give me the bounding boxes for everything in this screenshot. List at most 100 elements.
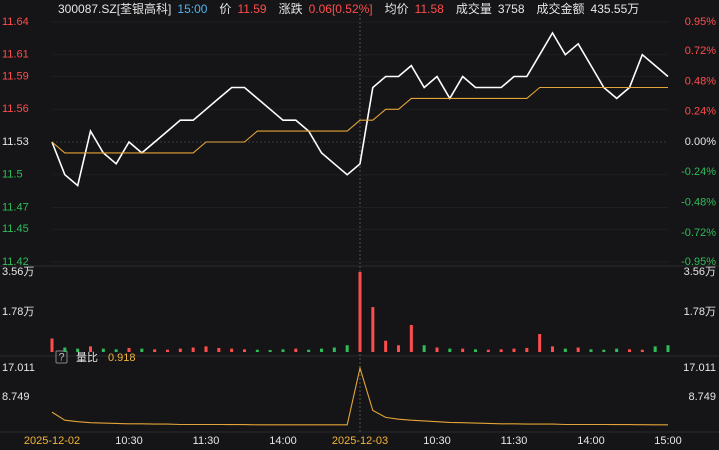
y-tick-label: 11.5 bbox=[2, 169, 23, 181]
header-item: 11.58 bbox=[414, 2, 444, 16]
y2-tick-label: 17.011 bbox=[683, 362, 716, 374]
volume-bar bbox=[486, 349, 490, 352]
indicator-label: 量比 bbox=[76, 351, 98, 364]
y-tick-label: 3.56万 bbox=[2, 266, 34, 278]
x-tick-label: 2025-12-03 bbox=[332, 435, 388, 447]
volume-bar bbox=[101, 348, 105, 352]
volume-bar bbox=[653, 346, 657, 352]
header-item: 0.06[0.52%] bbox=[308, 2, 373, 16]
volume-bar bbox=[512, 348, 516, 352]
volume-bar bbox=[153, 349, 157, 352]
y2-tick-label: 0.48% bbox=[685, 75, 716, 87]
volume-bar bbox=[615, 348, 619, 352]
volume-bar bbox=[666, 345, 670, 352]
volume-bar bbox=[525, 347, 529, 352]
volume-bar bbox=[140, 348, 144, 352]
x-tick-label: 15:00 bbox=[654, 435, 682, 447]
header-item: 15:00 bbox=[177, 2, 208, 16]
y2-tick-label: 0.72% bbox=[685, 45, 716, 57]
x-tick-label: 11:30 bbox=[193, 435, 220, 447]
volume-bar bbox=[371, 307, 375, 352]
x-tick-label: 14:00 bbox=[577, 435, 605, 447]
volume-bar bbox=[474, 349, 477, 352]
volume-bar bbox=[204, 346, 208, 352]
y2-tick-label: 3.56万 bbox=[684, 266, 716, 278]
volume-bar bbox=[397, 345, 400, 352]
volume-bar bbox=[114, 349, 118, 352]
volume-bar bbox=[127, 347, 131, 352]
volume-bar bbox=[461, 348, 465, 352]
header-item: 435.55万 bbox=[590, 2, 640, 16]
volume-bar bbox=[294, 348, 298, 352]
y2-tick-label: 0.95% bbox=[685, 16, 716, 28]
volume-bar bbox=[628, 349, 631, 352]
quote-header: 300087.SZ[荃银高科] 15:00 价 11.59 涨跌 0.06[0.52%] 均… bbox=[58, 1, 645, 17]
volume-bar bbox=[89, 346, 92, 352]
volume-bar bbox=[63, 347, 67, 352]
y-tick-label: 8.749 bbox=[2, 391, 30, 403]
series-line bbox=[51, 86, 668, 154]
volume-bar bbox=[217, 347, 221, 352]
y2-tick-label: -0.48% bbox=[681, 197, 716, 209]
volume-bar bbox=[345, 345, 349, 352]
x-tick-label: 10:30 bbox=[115, 435, 143, 447]
y-tick-label: 11.45 bbox=[2, 223, 29, 235]
volume-bar bbox=[409, 325, 413, 352]
volume-bar bbox=[255, 349, 259, 352]
volume-bar bbox=[563, 348, 567, 352]
header-item: 3758 bbox=[497, 2, 525, 16]
y2-tick-label: -0.95% bbox=[681, 256, 716, 268]
header-item: 11.59 bbox=[237, 2, 267, 16]
series-line bbox=[51, 365, 668, 426]
help-icon-box bbox=[55, 350, 68, 364]
volume-bar bbox=[50, 338, 54, 352]
volume-bar bbox=[166, 349, 169, 352]
x-tick-label: 10:30 bbox=[423, 435, 451, 447]
y-tick-label: 11.61 bbox=[2, 49, 29, 61]
series-line bbox=[51, 31, 669, 188]
volume-bar bbox=[576, 347, 580, 352]
volume-bar bbox=[268, 349, 272, 352]
header-item: 成交量 bbox=[455, 2, 492, 16]
y-tick-label: 11.47 bbox=[2, 201, 29, 213]
y-tick-label: 11.64 bbox=[2, 16, 29, 28]
y2-tick-label: 0.24% bbox=[685, 106, 716, 118]
volume-bar bbox=[384, 340, 388, 352]
header-item: 价 bbox=[219, 2, 232, 16]
help-icon: ? bbox=[58, 351, 64, 363]
y-tick-label: 11.59 bbox=[2, 70, 29, 82]
volume-bar bbox=[307, 349, 311, 352]
volume-bar bbox=[243, 349, 246, 352]
volume-bar bbox=[76, 348, 80, 352]
y2-tick-label: 1.78万 bbox=[684, 306, 716, 318]
volume-bar bbox=[178, 348, 182, 352]
volume-bar bbox=[281, 349, 285, 352]
volume-bar bbox=[538, 334, 542, 352]
x-tick-label: 2025-12-02 bbox=[24, 435, 80, 447]
y2-tick-label: -0.24% bbox=[681, 166, 716, 178]
volume-bar bbox=[332, 347, 336, 352]
volume-bar bbox=[320, 348, 323, 352]
volume-bar bbox=[551, 346, 554, 352]
volume-bar bbox=[448, 348, 452, 352]
header-item: 涨跌 bbox=[278, 2, 303, 16]
volume-bar bbox=[191, 347, 195, 352]
volume-bar bbox=[230, 348, 234, 352]
x-tick-label: 14:00 bbox=[269, 435, 297, 447]
indicator-value: 0.918 bbox=[108, 352, 136, 364]
header-item: 300087.SZ[荃银高科] bbox=[58, 2, 172, 16]
volume-bar bbox=[589, 349, 593, 352]
y-tick-label: 11.42 bbox=[2, 256, 29, 268]
volume-bar bbox=[422, 345, 426, 352]
header-item: 均价 bbox=[384, 2, 409, 16]
y-tick-label: 17.011 bbox=[2, 362, 35, 374]
x-tick-label: 11:30 bbox=[501, 435, 528, 447]
volume-bar bbox=[499, 349, 503, 352]
y2-tick-label: 0.00% bbox=[685, 136, 716, 148]
y-tick-label: 11.53 bbox=[2, 136, 29, 148]
y2-tick-label: 8.749 bbox=[688, 391, 716, 403]
y2-tick-label: -0.72% bbox=[681, 227, 716, 239]
y-tick-label: 1.78万 bbox=[2, 306, 34, 318]
